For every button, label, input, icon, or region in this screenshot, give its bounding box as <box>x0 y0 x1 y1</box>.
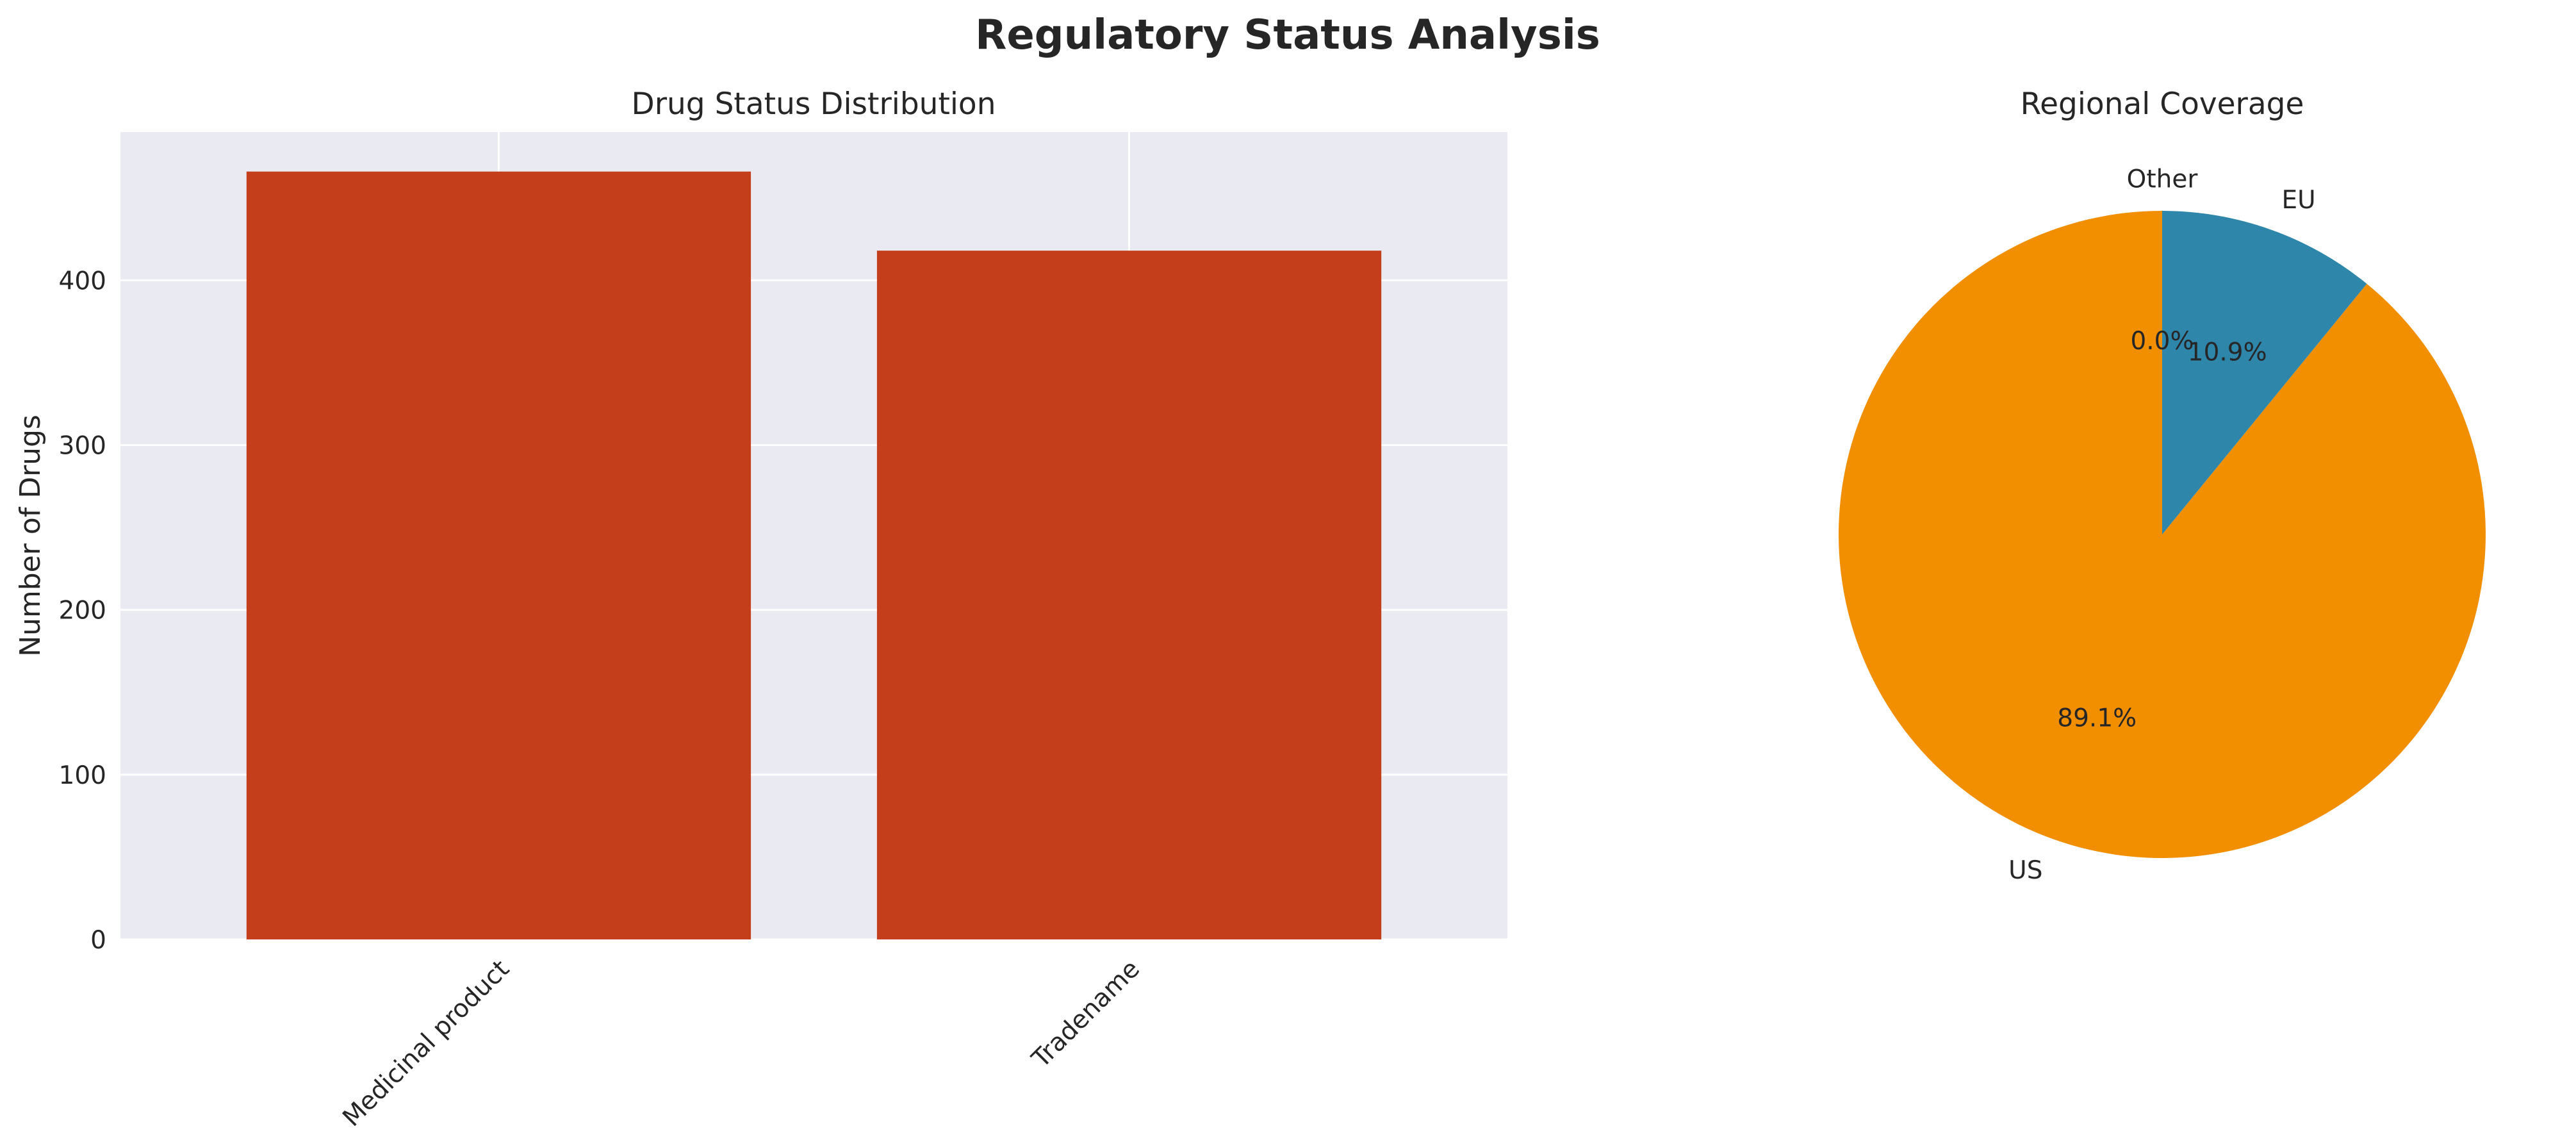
pie-pct-other: 0.0% <box>2130 327 2194 356</box>
bar-y-axis-label: Number of Drugs <box>14 415 47 657</box>
pie-pct-eu: 10.9% <box>2188 338 2267 367</box>
bar-series <box>246 171 1382 940</box>
pie-label-eu: EU <box>2282 186 2316 215</box>
bar-y-tick-label: 100 <box>59 761 106 790</box>
bar-y-tick-label: 300 <box>59 432 106 461</box>
figure-title: Regulatory Status Analysis <box>975 12 1600 59</box>
pie-label-us: US <box>2008 856 2042 885</box>
bar-y-tick-label: 0 <box>90 926 106 955</box>
bar-x-tick-label: Medicinal product <box>337 955 514 1132</box>
pie-chart: Regional Coverage US 89.1% EU 10.9% Other 0.0… <box>1839 87 2486 885</box>
pie-label-other: Other <box>2127 165 2199 194</box>
pie-labels: US 89.1% EU 10.9% Other 0.0% <box>2008 165 2316 886</box>
bar-chart: 0 100 200 300 400 Medicinal product Tradename… <box>14 87 1507 1132</box>
bar-chart-title: Drug Status Distribution <box>632 87 996 122</box>
bar-tradename <box>876 251 1382 940</box>
pie-slices <box>1839 211 2486 858</box>
bar-x-ticks: Medicinal product Tradename <box>337 955 1145 1132</box>
bar-y-tick-label: 200 <box>59 597 106 625</box>
pie-slice-eu <box>2162 211 2367 534</box>
bar-y-ticks: 0 100 200 300 400 <box>59 267 106 955</box>
pie-chart-title: Regional Coverage <box>2021 87 2304 122</box>
bar-medicinal-product <box>246 171 751 939</box>
bar-x-tick-label: Tradename <box>1026 955 1145 1074</box>
bar-y-tick-label: 400 <box>59 267 106 295</box>
pie-pct-us: 89.1% <box>2057 704 2137 732</box>
